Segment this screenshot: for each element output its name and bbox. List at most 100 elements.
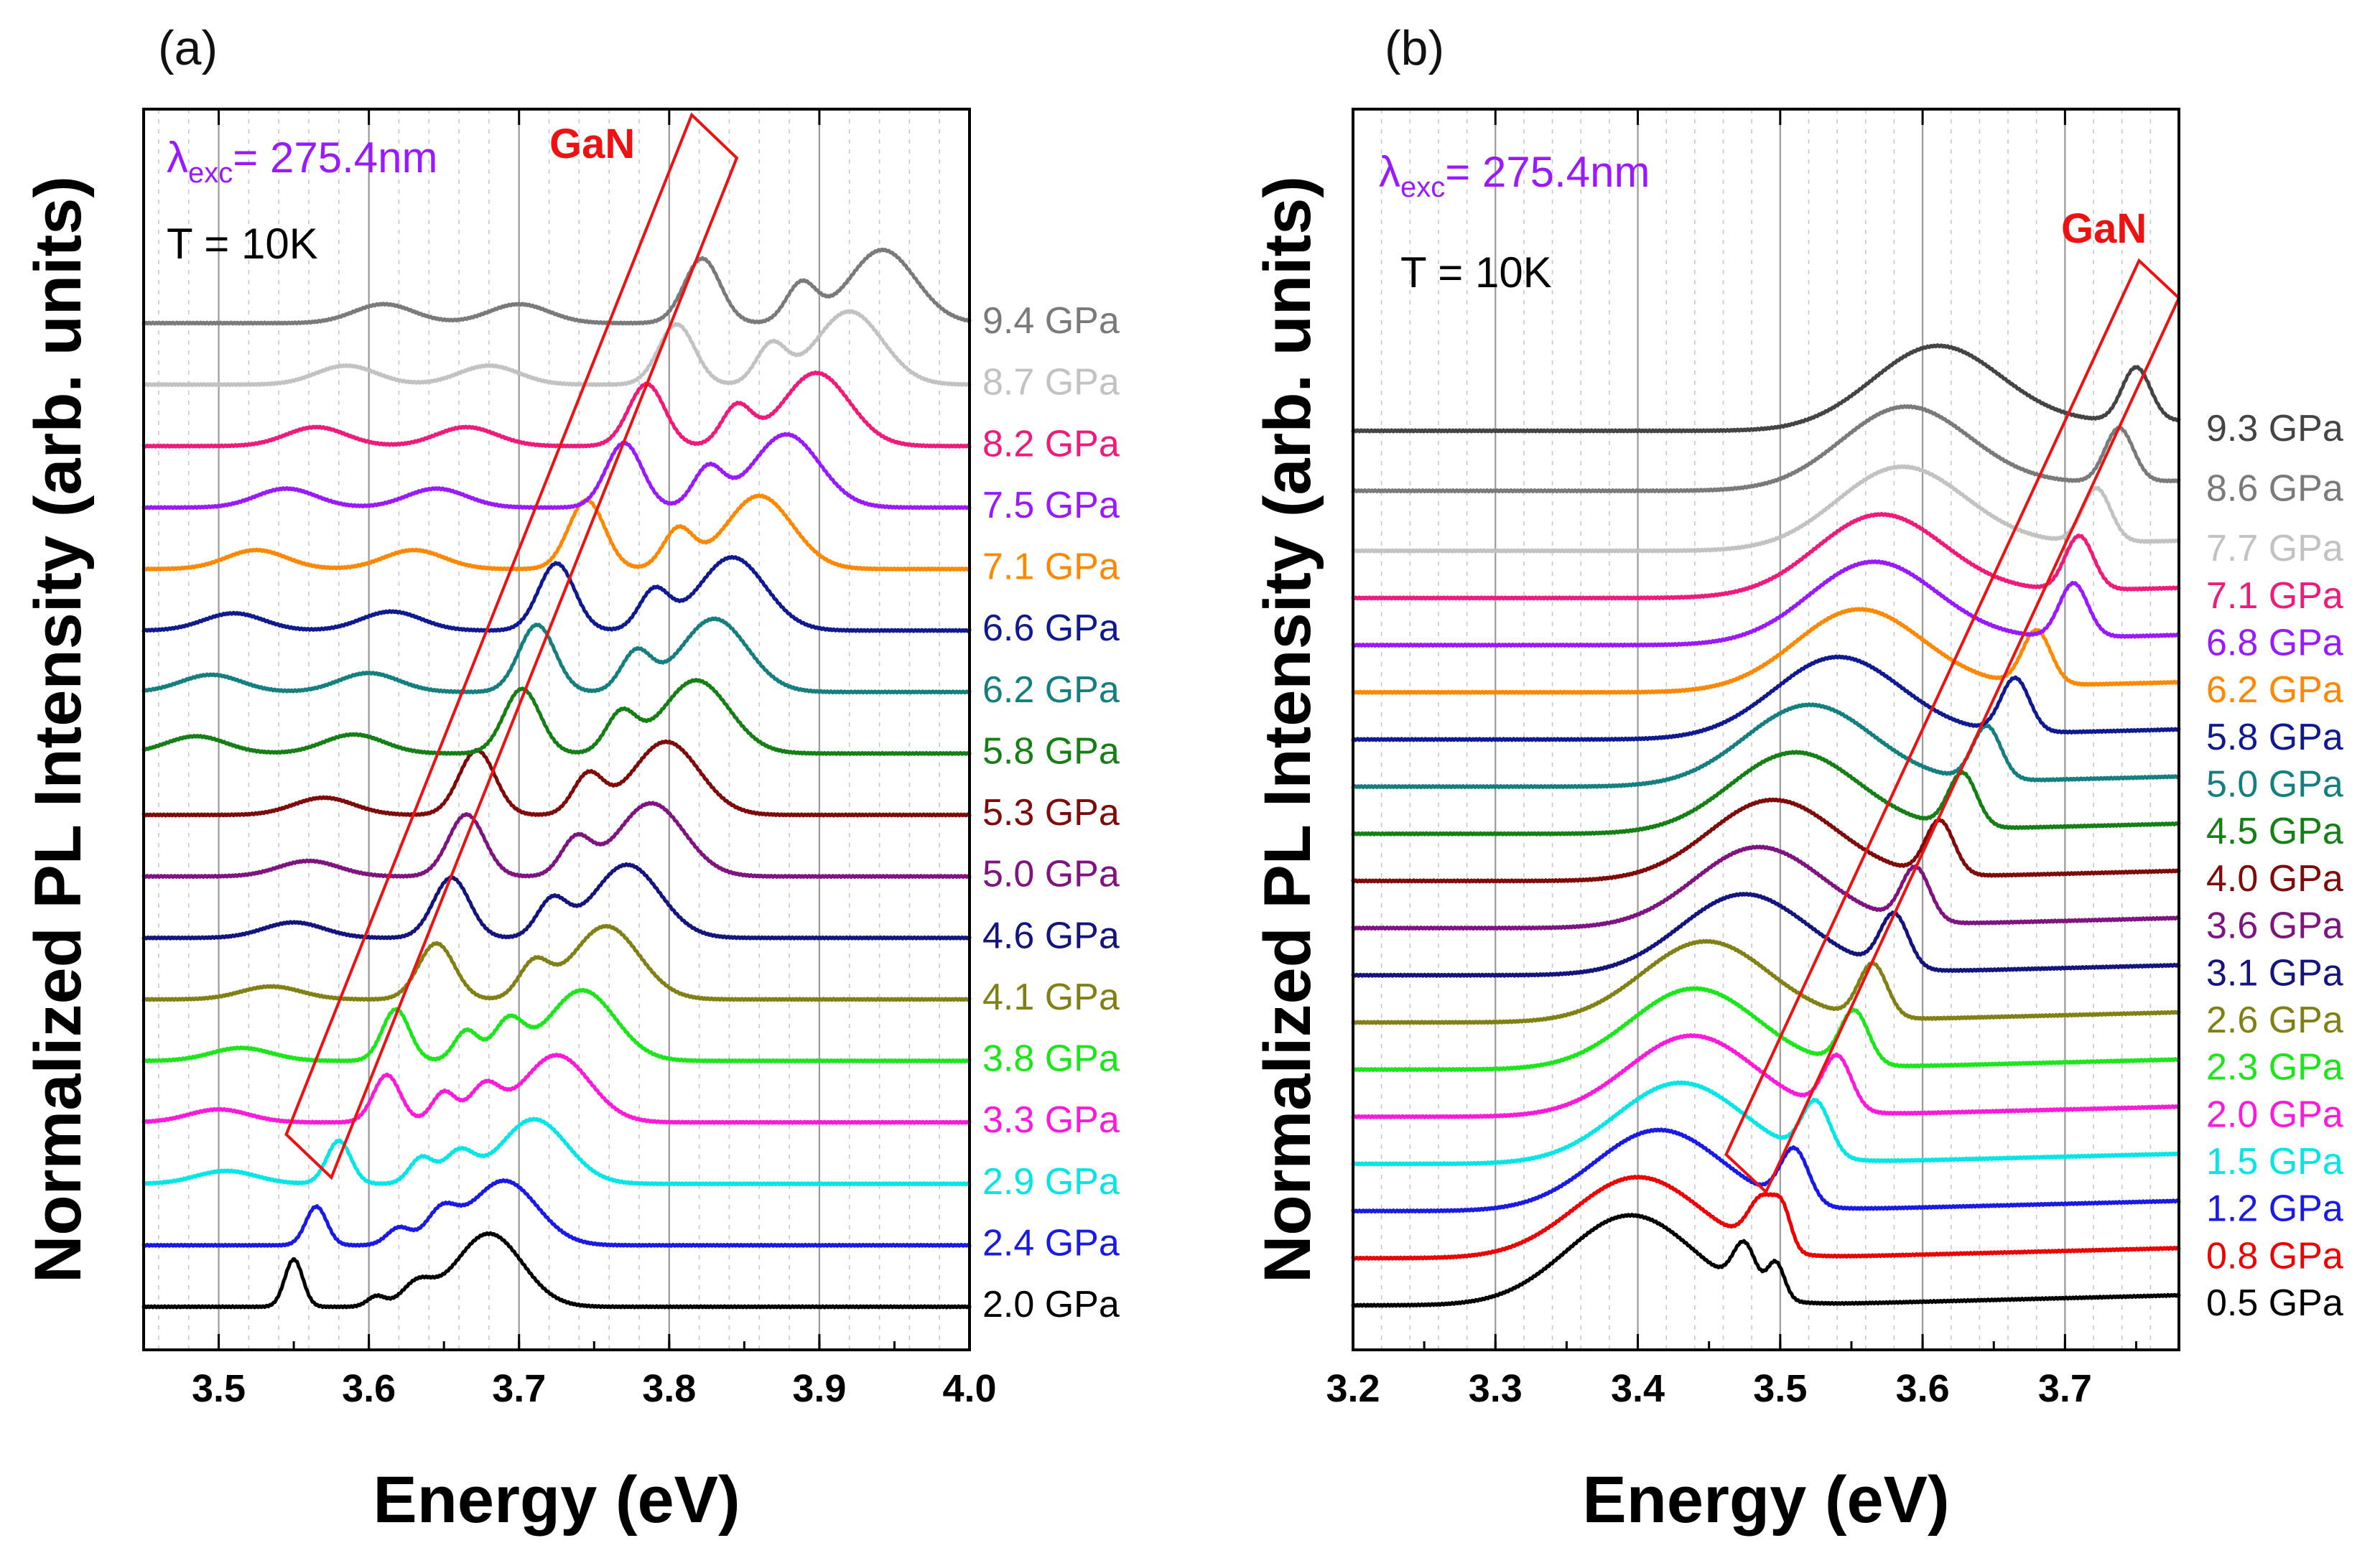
excitation-value: = 275.4nm bbox=[233, 134, 437, 182]
series-line-7-1-gpa bbox=[1351, 512, 2181, 601]
x-axis-label: Energy (eV) bbox=[373, 1463, 740, 1537]
excitation-sub: exc bbox=[188, 157, 233, 189]
plot-frame bbox=[142, 108, 971, 1351]
series-line-0-5-gpa bbox=[1351, 1213, 2181, 1308]
series-label: 2.3 GPa bbox=[2206, 1047, 2343, 1089]
series-line-4-1-gpa bbox=[141, 923, 972, 1002]
series-label: 7.7 GPa bbox=[2206, 528, 2343, 569]
series-line-2-0-gpa bbox=[141, 1231, 972, 1310]
series-line-5-0-gpa bbox=[141, 801, 972, 880]
series-group bbox=[1351, 343, 2181, 1308]
series-line-1-2-gpa bbox=[1351, 1127, 2181, 1214]
series-line-8-2-gpa bbox=[141, 370, 972, 449]
series-line-6-8-gpa bbox=[1351, 559, 2181, 648]
y-axis-label: Normalized PL Intensity (arb. units) bbox=[1251, 176, 1324, 1283]
x-tick-label: 3.7 bbox=[492, 1367, 546, 1410]
gan-box bbox=[284, 112, 739, 1180]
series-label: 0.8 GPa bbox=[2206, 1235, 2343, 1277]
series-line-6-6-gpa bbox=[141, 554, 972, 633]
series-label: 3.1 GPa bbox=[2206, 952, 2343, 994]
excitation-sub: exc bbox=[1400, 172, 1445, 203]
x-axis-label: Energy (eV) bbox=[1582, 1463, 1949, 1537]
series-label: 5.0 GPa bbox=[982, 854, 1120, 895]
series-line-6-2-gpa bbox=[1351, 607, 2181, 695]
panel-label: (b) bbox=[1385, 21, 1444, 75]
x-tick-label: 3.5 bbox=[1753, 1367, 1807, 1410]
series-line-5-0-gpa bbox=[1351, 702, 2181, 790]
gan-label: GaN bbox=[2061, 205, 2147, 252]
series-label: 6.8 GPa bbox=[2206, 623, 2343, 664]
series-line-5-8-gpa bbox=[1351, 654, 2181, 742]
excitation-symbol: λ bbox=[167, 134, 188, 182]
series-label: 6.2 GPa bbox=[2206, 669, 2343, 711]
series-line-4-0-gpa bbox=[1351, 797, 2181, 884]
series-line-2-9-gpa bbox=[141, 1117, 972, 1187]
series-label: 6.6 GPa bbox=[982, 607, 1120, 649]
series-line-5-3-gpa bbox=[141, 739, 972, 818]
series-line-3-6-gpa bbox=[1351, 844, 2181, 931]
series-label: 9.3 GPa bbox=[2206, 408, 2343, 449]
x-tick-label: 3.5 bbox=[192, 1367, 246, 1410]
grid bbox=[158, 109, 971, 1350]
series-label: 5.0 GPa bbox=[2206, 764, 2343, 806]
x-axis: 3.5 3.6 3.7 3.8 3.9 4.0 bbox=[142, 109, 997, 1410]
series-line-2-4-gpa bbox=[141, 1178, 972, 1248]
excitation-annotation: λexc= 275.4nm bbox=[167, 134, 437, 189]
y-axis-label: Normalized PL Intensity (arb. units) bbox=[22, 176, 95, 1283]
series-label: 4.6 GPa bbox=[982, 915, 1120, 956]
series-label: 4.0 GPa bbox=[2206, 858, 2343, 900]
series-label: 7.1 GPa bbox=[982, 546, 1120, 588]
series-label: 2.4 GPa bbox=[982, 1222, 1120, 1264]
x-tick-label: 3.7 bbox=[2038, 1367, 2092, 1410]
series-line-2-3-gpa bbox=[1351, 986, 2181, 1073]
series-line-2-0-gpa bbox=[1351, 1033, 2181, 1119]
series-line-9-4-gpa bbox=[141, 247, 972, 326]
series-label: 1.2 GPa bbox=[2206, 1188, 2343, 1230]
series-label: 8.2 GPa bbox=[982, 423, 1120, 465]
x-tick-label: 3.4 bbox=[1611, 1367, 1665, 1410]
series-label: 2.6 GPa bbox=[2206, 999, 2343, 1041]
gan-box bbox=[1724, 258, 2181, 1195]
x-tick-label: 3.3 bbox=[1469, 1367, 1523, 1410]
excitation-value: = 275.4nm bbox=[1445, 148, 1650, 196]
panel-label: (a) bbox=[158, 21, 218, 75]
series-label: 5.8 GPa bbox=[2206, 717, 2343, 758]
series-label: 6.2 GPa bbox=[982, 669, 1120, 711]
panel-a: (a) 2.0 GPa 2.4 GPa 2.9 GPa 3.3 GPa 3.8 GPa 4.… bbox=[22, 21, 1120, 1537]
series-label: 4.5 GPa bbox=[2206, 811, 2343, 852]
series-line-7-5-gpa bbox=[141, 432, 972, 511]
series-line-8-6-gpa bbox=[1351, 404, 2181, 494]
excitation-symbol: λ bbox=[1379, 148, 1400, 196]
temperature-annotation: T = 10K bbox=[167, 220, 318, 268]
series-label: 7.5 GPa bbox=[982, 485, 1120, 526]
series-line-4-5-gpa bbox=[1351, 750, 2181, 836]
x-tick-label: 3.6 bbox=[342, 1367, 396, 1410]
series-label: 4.1 GPa bbox=[982, 976, 1120, 1018]
series-line-8-7-gpa bbox=[141, 309, 972, 388]
series-label: 3.8 GPa bbox=[982, 1038, 1120, 1080]
plot-frame bbox=[1352, 108, 2180, 1351]
series-line-3-3-gpa bbox=[141, 1053, 972, 1125]
series-label: 1.5 GPa bbox=[2206, 1141, 2343, 1183]
x-tick-label: 3.2 bbox=[1326, 1367, 1380, 1410]
series-label: 2.0 GPa bbox=[982, 1284, 1120, 1325]
series-line-3-1-gpa bbox=[1351, 892, 2181, 978]
series-label: 5.3 GPa bbox=[982, 792, 1120, 834]
x-axis: 3.2 3.3 3.4 3.5 3.6 3.7 bbox=[1326, 109, 2138, 1410]
series-label: 2.0 GPa bbox=[2206, 1094, 2343, 1135]
series-line-0-8-gpa bbox=[1351, 1175, 2181, 1261]
series-line-4-6-gpa bbox=[141, 862, 972, 941]
series-line-1-5-gpa bbox=[1351, 1080, 2181, 1167]
series-line-5-8-gpa bbox=[141, 678, 972, 756]
series-label: 3.6 GPa bbox=[2206, 905, 2343, 947]
series-label: 8.7 GPa bbox=[982, 362, 1120, 404]
series-line-3-8-gpa bbox=[141, 987, 972, 1063]
x-tick-label: 3.8 bbox=[642, 1367, 696, 1410]
series-line-6-2-gpa bbox=[141, 616, 972, 695]
panel-b: (b) 0.5 GPa 0.8 GPa 1.2 GPa 1.5 GPa 2.0 GPa 2.… bbox=[1251, 21, 2343, 1537]
series-label: 0.5 GPa bbox=[2206, 1282, 2343, 1324]
series-group bbox=[141, 247, 972, 1310]
series-label: 2.9 GPa bbox=[982, 1161, 1120, 1203]
series-label: 3.3 GPa bbox=[982, 1099, 1120, 1141]
